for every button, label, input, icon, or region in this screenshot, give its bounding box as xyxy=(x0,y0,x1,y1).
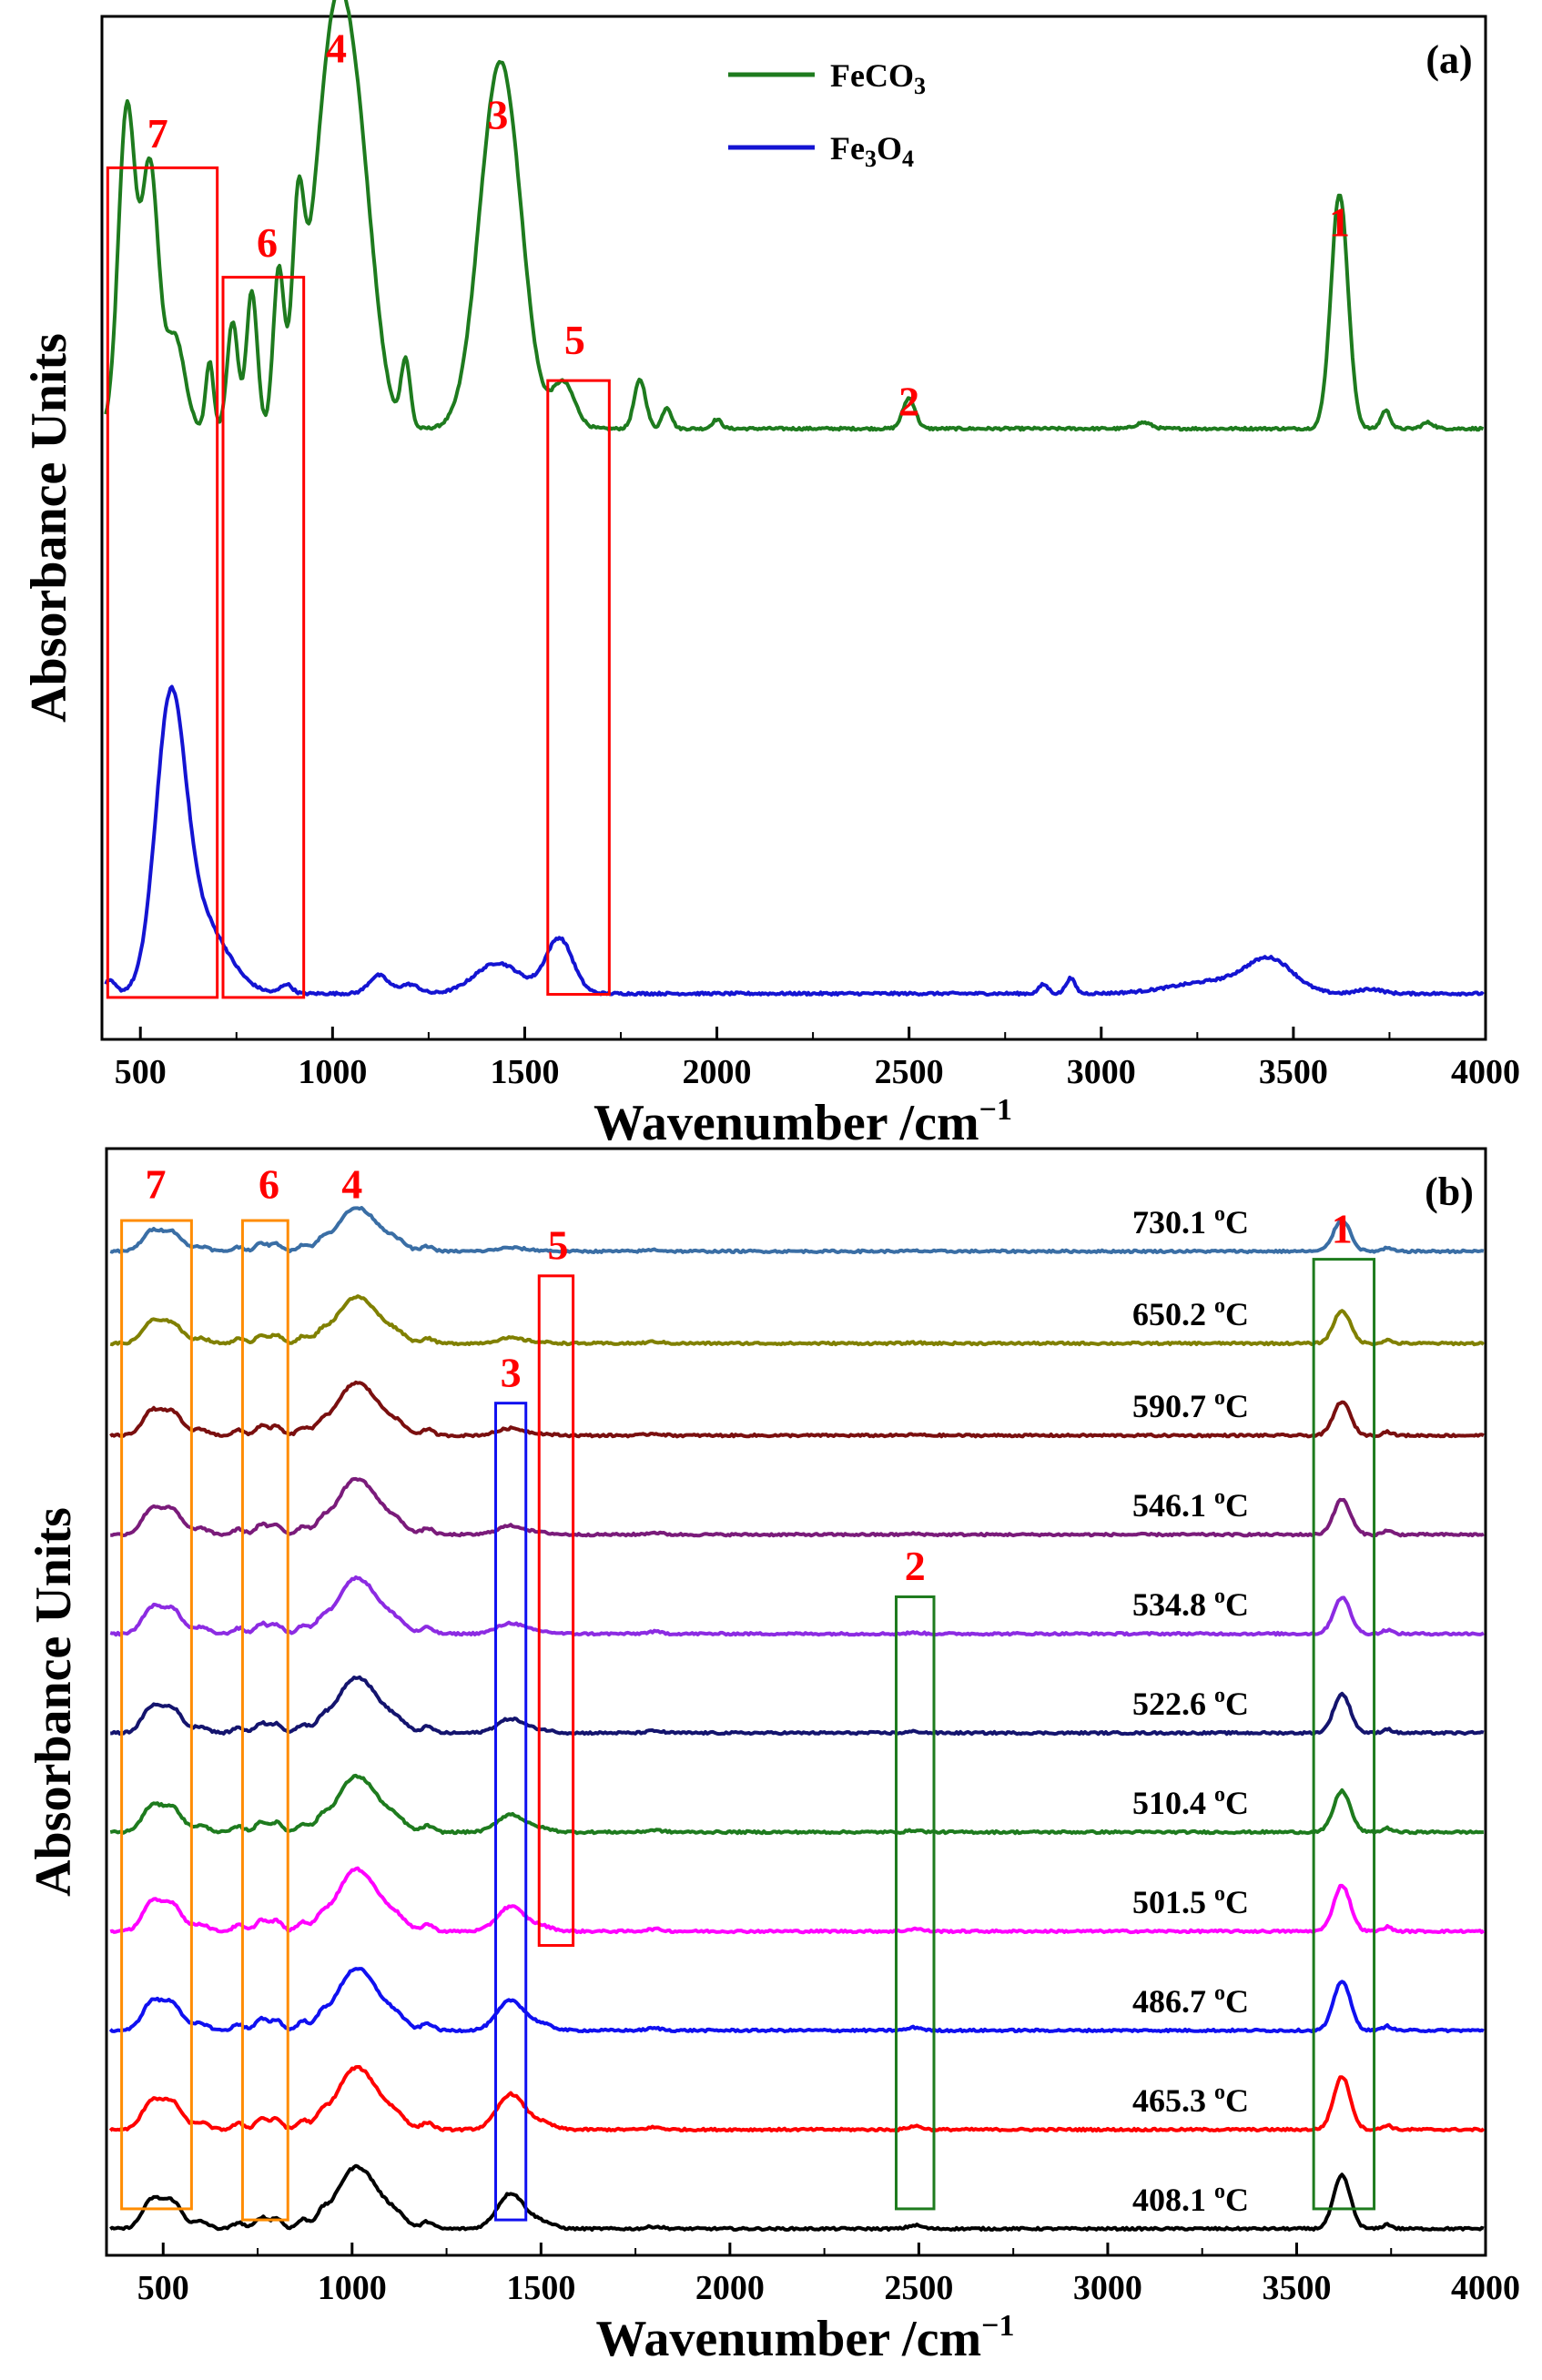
peak-label-5: 5 xyxy=(564,317,585,363)
series-label-501.5: 501.5 oC xyxy=(1132,1882,1249,1920)
peak-label-2: 2 xyxy=(898,378,919,424)
annotation-box-2 xyxy=(894,1595,936,2211)
annotation-box-5 xyxy=(537,1274,575,1948)
peak-label-4: 4 xyxy=(326,25,347,72)
series-label-510.4: 510.4 oC xyxy=(1132,1783,1249,1821)
legend-label: Fe3O4 xyxy=(830,130,914,172)
series-label-465.3: 465.3 oC xyxy=(1132,2081,1249,2119)
x-axis-label: Wavenumber /cm−1 xyxy=(593,1093,1012,1151)
x-tick-label: 3500 xyxy=(1262,2269,1331,2307)
annotation-box-1 xyxy=(1312,1258,1376,2211)
series-line-534.8 xyxy=(109,1575,1485,1637)
panel-tag: (b) xyxy=(1425,1170,1474,1214)
plot-frame xyxy=(100,15,1487,1041)
x-axis-label: Wavenumber /cm−1 xyxy=(596,2309,1015,2367)
peak-label-7: 7 xyxy=(145,1161,166,1208)
series-line-546.1 xyxy=(110,1476,1485,1538)
series-line-522.6 xyxy=(110,1675,1485,1737)
series-line-590.7 xyxy=(109,1380,1485,1439)
peak-label-3: 3 xyxy=(487,92,508,138)
series-line-Fe3O4 xyxy=(104,684,1485,997)
x-tick-label: 2500 xyxy=(884,2269,953,2307)
series-label-486.7: 486.7 oC xyxy=(1132,1981,1249,2020)
peak-label-1: 1 xyxy=(1332,1205,1353,1251)
x-tick-label: 3500 xyxy=(1259,1053,1328,1091)
x-tick-label: 2500 xyxy=(875,1053,944,1091)
series-line-465.3 xyxy=(108,2065,1486,2133)
series-line-501.5 xyxy=(109,1866,1486,1935)
x-tick-label: 2000 xyxy=(683,1053,752,1091)
series-line-510.4 xyxy=(109,1773,1484,1836)
series-label-650.2: 650.2 oC xyxy=(1132,1294,1249,1332)
legend-label: FeCO3 xyxy=(830,57,926,99)
series-label-730.1: 730.1 oC xyxy=(1132,1202,1249,1241)
x-tick-label: 500 xyxy=(115,1053,167,1091)
y-axis-label: Absorbance Units xyxy=(21,333,77,723)
x-tick-label: 1500 xyxy=(490,1053,559,1091)
x-tick-label: 1500 xyxy=(506,2269,575,2307)
peak-label-4: 4 xyxy=(341,1161,362,1208)
panel-a: 500 1000 1500 2000 2500 3000 3500 4000 Wavenumbe… xyxy=(21,0,1520,1151)
x-tick-label: 4000 xyxy=(1451,2269,1520,2307)
annotation-box-3 xyxy=(494,1402,528,2222)
peak-label-6: 6 xyxy=(259,1161,279,1208)
series-line-650.2 xyxy=(109,1294,1486,1347)
series-line-408.1 xyxy=(109,2163,1485,2232)
peak-label-1: 1 xyxy=(1329,199,1350,246)
annotation-box-6 xyxy=(221,276,306,999)
series-label-534.8: 534.8 oC xyxy=(1132,1585,1249,1623)
x-tick-label: 2000 xyxy=(695,2269,765,2307)
series-line-730.1 xyxy=(109,1206,1485,1255)
series-label-408.1: 408.1 oC xyxy=(1132,2180,1249,2218)
plot-frame xyxy=(105,1147,1487,2257)
panel-tag: (a) xyxy=(1425,37,1472,82)
series-label-546.1: 546.1 oC xyxy=(1132,1485,1249,1524)
annotation-box-6 xyxy=(240,1219,289,2222)
x-tick-label: 500 xyxy=(137,2269,189,2307)
y-axis-label: Absorbance Units xyxy=(25,1507,82,1897)
peak-label-7: 7 xyxy=(147,110,168,157)
peak-label-5: 5 xyxy=(548,1222,569,1269)
peak-label-6: 6 xyxy=(257,219,278,266)
annotation-box-5 xyxy=(546,379,611,997)
x-tick-label: 4000 xyxy=(1451,1053,1520,1091)
annotation-box-7 xyxy=(120,1219,193,2211)
panel-b: 500 1000 1500 2000 2500 3000 3500 4000 Wavenumbe… xyxy=(25,1147,1520,2367)
x-tick-label: 3000 xyxy=(1073,2269,1142,2307)
series-line-FeCO3 xyxy=(104,0,1485,432)
x-tick-label: 1000 xyxy=(298,1053,367,1091)
x-tick-label: 3000 xyxy=(1067,1053,1136,1091)
series-label-522.6: 522.6 oC xyxy=(1132,1684,1249,1722)
annotation-box-7 xyxy=(106,166,219,999)
x-tick-label: 1000 xyxy=(318,2269,387,2307)
peak-label-2: 2 xyxy=(905,1543,926,1589)
series-line-486.7 xyxy=(108,1967,1485,2034)
series-label-590.7: 590.7 oC xyxy=(1132,1386,1249,1424)
peak-label-3: 3 xyxy=(501,1349,522,1395)
legend: FeCO3 Fe3O4 xyxy=(728,57,926,172)
